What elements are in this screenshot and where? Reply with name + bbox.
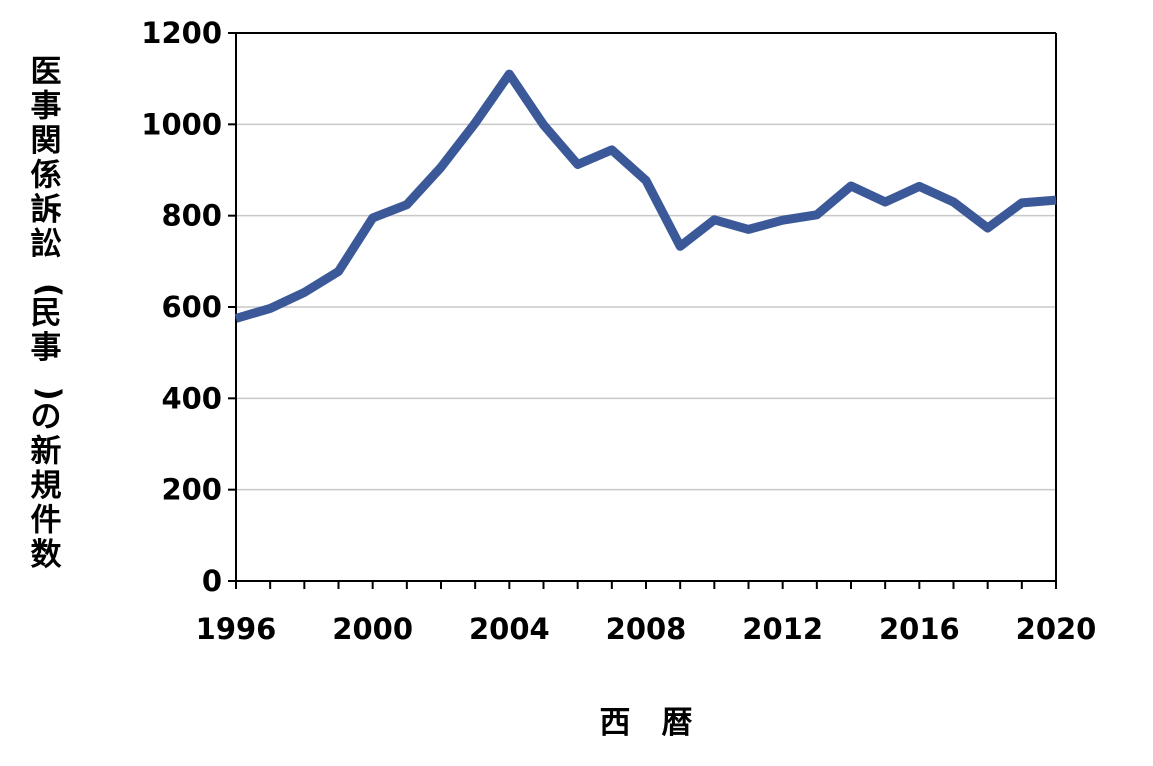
data-point (850, 185, 852, 187)
x-tick-label: 2000 (332, 612, 413, 646)
data-point (338, 270, 339, 272)
data-point (406, 204, 408, 206)
data-point (303, 291, 305, 293)
data-point (372, 217, 374, 219)
x-tick-label: 1996 (196, 612, 277, 646)
data-point (1021, 202, 1023, 204)
data-point (474, 122, 476, 124)
x-tick-label: 2020 (1016, 612, 1097, 646)
data-point (645, 180, 647, 182)
x-tick-label: 2008 (606, 612, 687, 646)
data-point (269, 307, 271, 309)
data-point (577, 164, 579, 166)
y-tick-label: 0 (202, 564, 222, 598)
data-point (816, 214, 818, 216)
data-point (440, 166, 442, 168)
data-point (1055, 199, 1057, 201)
data-point (884, 201, 886, 203)
y-tick-label: 1200 (141, 16, 222, 50)
x-tick-label: 2012 (742, 612, 823, 646)
x-tick-label: 2016 (879, 612, 960, 646)
x-axis-title: 西 暦 (600, 705, 693, 741)
series-line (234, 69, 1057, 323)
y-axis-title-text: 医事関係訴訟(民事)の新規件数 (31, 54, 67, 573)
y-tick-label: 400 (161, 381, 222, 415)
data-point (987, 227, 989, 229)
y-tick-label: 200 (161, 473, 222, 507)
data-point (679, 245, 681, 247)
y-tick-label: 1000 (141, 107, 222, 141)
data-point (953, 201, 954, 203)
x-tick-labels: 1996 2000 2004 2008 2012 2016 2020 (196, 612, 1097, 646)
data-point (543, 124, 544, 126)
data-point (782, 219, 784, 221)
y-axis-title: 医事関係訴訟(民事)の新規件数 (31, 54, 67, 573)
data-point (235, 317, 237, 319)
tick-marks (228, 32, 1057, 589)
y-tick-labels: 0 200 400 600 800 1000 1200 (141, 16, 222, 598)
data-point (713, 219, 715, 221)
data-point (508, 73, 510, 75)
data-point (918, 185, 920, 187)
y-tick-label: 600 (161, 290, 222, 324)
x-tick-label: 2004 (469, 612, 550, 646)
y-tick-label: 800 (161, 199, 222, 233)
data-point (748, 228, 749, 230)
series-layer (234, 69, 1057, 323)
data-point (611, 149, 613, 151)
